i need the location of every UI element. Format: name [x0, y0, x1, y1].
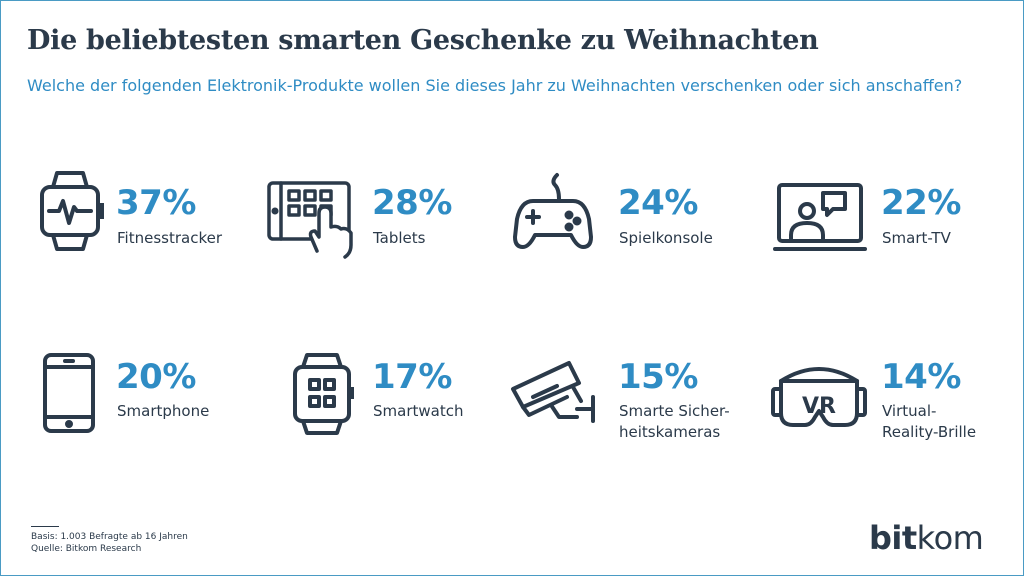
footer-basis: Basis: 1.003 Befragte ab 16 Jahren	[31, 532, 188, 542]
category-label: Smartwatch	[373, 402, 464, 420]
smartphone-icon	[41, 351, 97, 435]
value-label: 14%	[881, 357, 961, 397]
svg-text:VR: VR	[802, 394, 836, 419]
game-controller-icon	[511, 171, 595, 253]
smartwatch-icon	[291, 351, 357, 437]
value-label: 17%	[372, 357, 452, 397]
security-camera-icon	[507, 357, 603, 425]
fitness-tracker-icon	[37, 169, 107, 253]
category-label: Tablets	[373, 229, 426, 247]
category-label: Smarte Sicher- heitskameras	[619, 402, 730, 441]
value-label: 28%	[372, 183, 452, 223]
category-label: Spielkonsole	[619, 229, 713, 247]
footer-source: Quelle: Bitkom Research	[31, 544, 142, 554]
category-label: Fitnesstracker	[117, 229, 222, 247]
value-label: 15%	[618, 357, 698, 397]
category-label: Smart-TV	[882, 229, 951, 247]
page-subtitle: Welche der folgenden Elektronik-Produkte…	[27, 76, 963, 95]
page-title: Die beliebtesten smarten Geschenke zu We…	[27, 25, 819, 56]
value-label: 37%	[116, 183, 196, 223]
category-label: Smartphone	[117, 402, 210, 420]
bitkom-logo: bitkom	[869, 519, 984, 557]
value-label: 20%	[116, 357, 196, 397]
value-label: 22%	[881, 183, 961, 223]
tablet-icon	[265, 179, 361, 259]
footer-divider	[31, 526, 59, 527]
vr-glasses-icon: VR	[771, 359, 867, 437]
value-label: 24%	[618, 183, 698, 223]
smart-tv-icon	[773, 179, 867, 253]
category-label: Virtual- Reality-Brille	[882, 402, 977, 441]
